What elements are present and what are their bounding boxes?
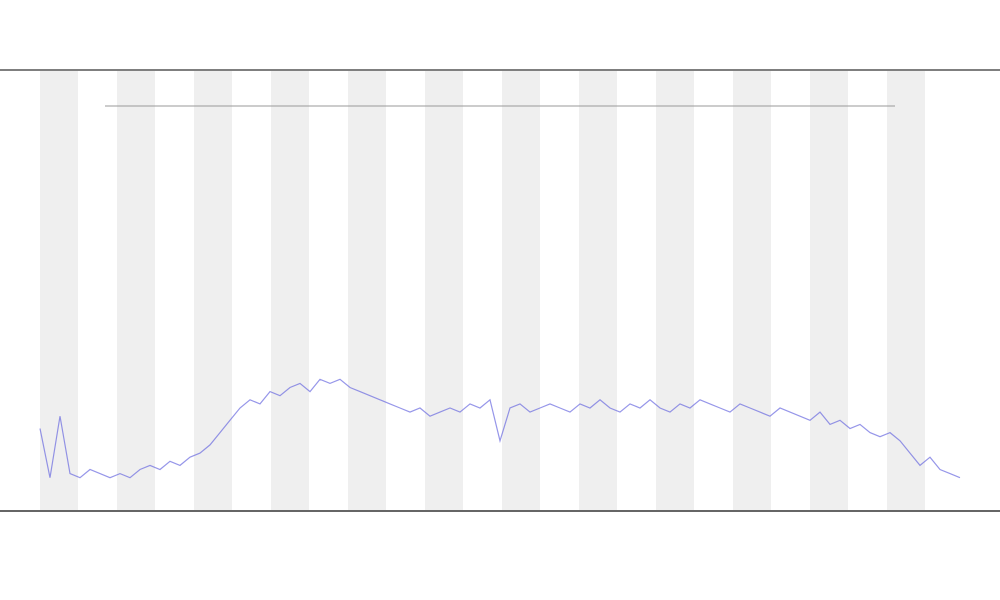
band bbox=[194, 71, 232, 510]
band bbox=[502, 71, 540, 510]
band bbox=[425, 71, 463, 510]
band bbox=[579, 71, 617, 510]
background-bands bbox=[40, 71, 925, 510]
band bbox=[271, 71, 309, 510]
band bbox=[887, 71, 925, 510]
band bbox=[733, 71, 771, 510]
band bbox=[656, 71, 694, 510]
band bbox=[117, 71, 155, 510]
band bbox=[40, 71, 78, 510]
band bbox=[348, 71, 386, 510]
band bbox=[810, 71, 848, 510]
series-line bbox=[39, 378, 961, 479]
